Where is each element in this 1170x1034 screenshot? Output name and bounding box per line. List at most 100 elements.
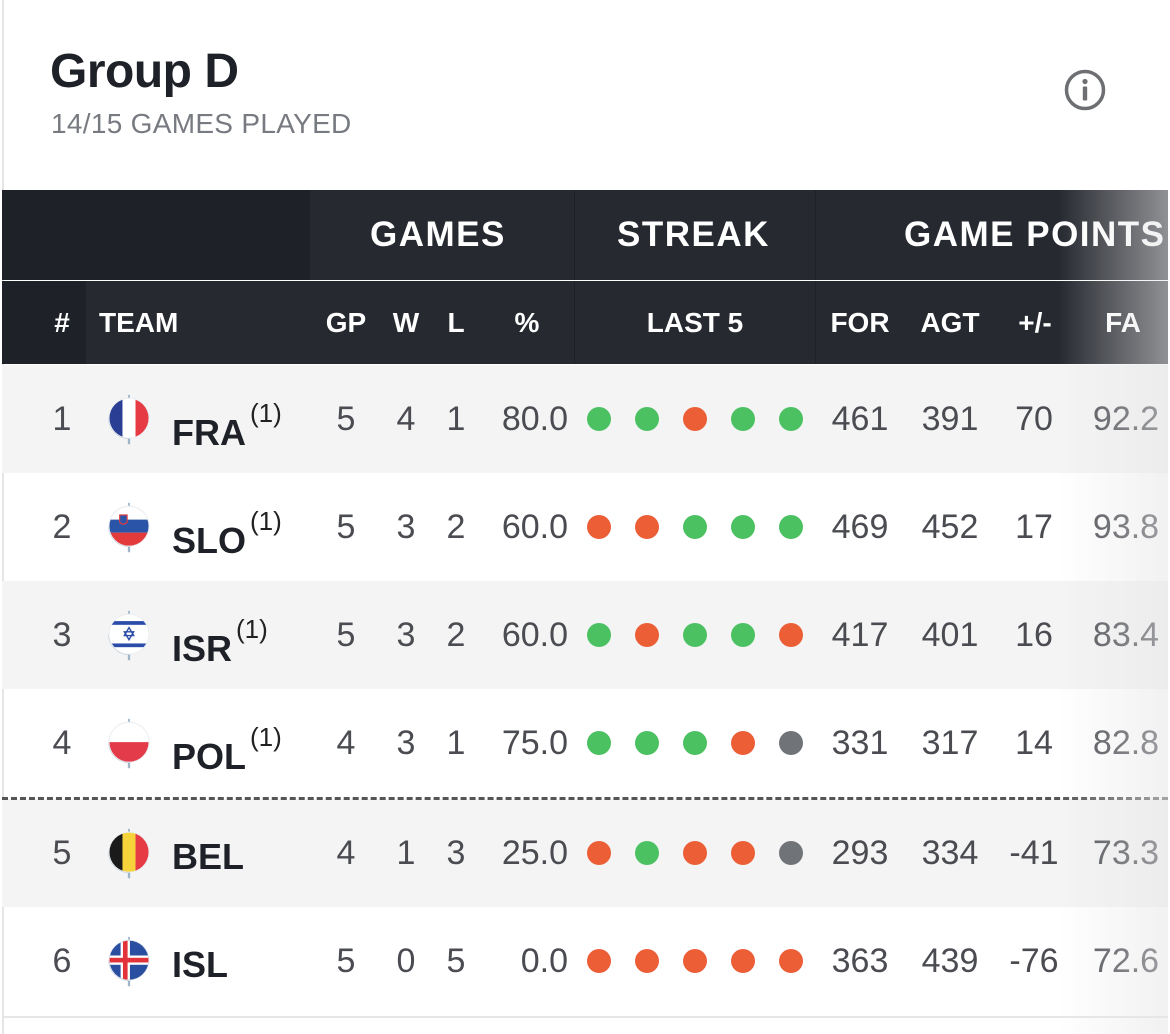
fa-cell: 83.4 bbox=[1092, 616, 1160, 654]
team-abbreviation[interactable]: ISL bbox=[172, 944, 229, 985]
streak-dot-win bbox=[731, 623, 755, 647]
games-played-subtitle: 14/15 GAMES PLAYED bbox=[51, 108, 352, 139]
points-against-cell: 439 bbox=[921, 942, 979, 980]
poland-flag-icon bbox=[108, 718, 150, 769]
team-footnote: (1) bbox=[250, 722, 282, 752]
gp-cell: 5 bbox=[336, 942, 356, 980]
team-name[interactable]: BEL bbox=[172, 799, 244, 907]
team-col-bg bbox=[86, 281, 310, 364]
win-pct-cell: 0.0 bbox=[520, 942, 568, 980]
info-icon[interactable] bbox=[1064, 69, 1106, 111]
points-for-cell: 363 bbox=[831, 942, 889, 980]
table-row[interactable]: 4 POL (1) 4 3 1 75.0 331 317 14 82.8 bbox=[2, 689, 1168, 797]
col-header-agt[interactable]: AGT bbox=[920, 307, 980, 338]
team-footnote: (1) bbox=[250, 398, 282, 428]
streak-dot-win bbox=[779, 515, 803, 539]
team-name[interactable]: ISR (1) bbox=[172, 581, 268, 689]
streak-dot-loss bbox=[635, 949, 659, 973]
games-group-bg bbox=[310, 190, 574, 280]
team-name[interactable]: SLO (1) bbox=[172, 473, 282, 581]
team-name[interactable]: FRA (1) bbox=[172, 365, 282, 473]
col-header-last5[interactable]: LAST 5 bbox=[646, 307, 744, 338]
streak-dot-win bbox=[635, 407, 659, 431]
streak-dot-loss bbox=[683, 949, 707, 973]
team-abbreviation[interactable]: ISR bbox=[172, 628, 233, 669]
team-footnote: (1) bbox=[250, 506, 282, 536]
losses-cell: 3 bbox=[446, 834, 466, 872]
losses-cell: 1 bbox=[446, 724, 466, 762]
col-header-l[interactable]: L bbox=[447, 307, 465, 338]
streak-dot-win bbox=[683, 623, 707, 647]
wins-cell: 1 bbox=[396, 834, 416, 872]
losses-cell: 5 bbox=[446, 942, 466, 980]
rank-cell: 2 bbox=[52, 508, 72, 546]
win-pct-cell: 80.0 bbox=[501, 400, 568, 438]
col-header-fa[interactable]: FA bbox=[1105, 307, 1141, 338]
streak-dot-loss bbox=[779, 949, 803, 973]
streak-dot-none bbox=[779, 841, 803, 865]
games-group-header: GAMES bbox=[370, 215, 506, 254]
gp-cell: 5 bbox=[336, 400, 356, 438]
gp-cell: 4 bbox=[336, 724, 356, 762]
points-against-cell: 391 bbox=[921, 400, 979, 438]
points-against-cell: 334 bbox=[921, 834, 979, 872]
gp-cell: 5 bbox=[336, 616, 356, 654]
streak-dot-win bbox=[683, 731, 707, 755]
rank-cell: 5 bbox=[52, 834, 72, 872]
column-header-row: # TEAM GP W L % LAST 5 FOR AGT +/- FA bbox=[2, 281, 1168, 364]
col-header-team[interactable]: TEAM bbox=[99, 307, 179, 338]
wins-cell: 3 bbox=[396, 508, 416, 546]
team-abbreviation[interactable]: SLO bbox=[172, 520, 247, 561]
points-against-cell: 452 bbox=[921, 508, 979, 546]
streak-dot-loss bbox=[731, 841, 755, 865]
col-header-w[interactable]: W bbox=[392, 307, 420, 338]
col-header-gp[interactable]: GP bbox=[325, 307, 367, 338]
streak-group-bg bbox=[575, 190, 815, 280]
fa-cell: 92.2 bbox=[1092, 400, 1160, 438]
streak-dot-win bbox=[731, 515, 755, 539]
fa-cell: 82.8 bbox=[1092, 724, 1160, 762]
streak-dot-loss bbox=[587, 515, 611, 539]
streak-dot-win bbox=[587, 407, 611, 431]
streak-dot-loss bbox=[683, 407, 707, 431]
table-row[interactable]: 6 ISL 5 0 5 0.0 363 439 -76 72.6 bbox=[2, 907, 1168, 1015]
streak-dot-loss bbox=[683, 841, 707, 865]
streak-group-header: STREAK bbox=[617, 215, 770, 254]
table-row[interactable]: 5 BEL 4 1 3 25.0 293 334 -41 73.3 bbox=[2, 799, 1168, 907]
fa-cell: 73.3 bbox=[1092, 834, 1160, 872]
points-against-cell: 317 bbox=[921, 724, 979, 762]
points-for-cell: 293 bbox=[831, 834, 889, 872]
win-pct-cell: 75.0 bbox=[501, 724, 568, 762]
team-abbreviation[interactable]: POL bbox=[172, 736, 247, 777]
table-row[interactable]: 2 SLO (1) 5 3 2 60.0 469 452 17 93.8 bbox=[2, 473, 1168, 581]
streak-dot-loss bbox=[731, 949, 755, 973]
team-name[interactable]: POL (1) bbox=[172, 689, 282, 797]
table-row[interactable]: 3 ISR (1) 5 3 2 60.0 417 401 16 83.4 bbox=[2, 581, 1168, 689]
group-title: Group D bbox=[50, 45, 239, 98]
losses-cell: 2 bbox=[446, 508, 466, 546]
col-header-diff[interactable]: +/- bbox=[1018, 307, 1052, 338]
group-header-row: GAMES STREAK GAME POINTS bbox=[2, 190, 1168, 280]
fa-cell: 72.6 bbox=[1092, 942, 1160, 980]
col-header-rank[interactable]: # bbox=[54, 307, 70, 338]
games-col-bg bbox=[310, 281, 574, 364]
col-header-for[interactable]: FOR bbox=[830, 307, 890, 338]
gp-cell: 5 bbox=[336, 508, 356, 546]
streak-dot-loss bbox=[635, 623, 659, 647]
streak-dot-win bbox=[731, 407, 755, 431]
team-name[interactable]: ISL bbox=[172, 907, 228, 1015]
team-abbreviation[interactable]: FRA bbox=[172, 412, 246, 453]
team-footnote: (1) bbox=[236, 614, 268, 644]
streak-dot-none bbox=[779, 731, 803, 755]
table-row[interactable]: 1 FRA (1) 5 4 1 80.0 461 391 70 92.2 bbox=[2, 365, 1168, 473]
rank-cell: 6 bbox=[52, 942, 72, 980]
point-diff-cell: 16 bbox=[1015, 616, 1053, 654]
rank-cell: 1 bbox=[52, 400, 72, 438]
col-header-pct[interactable]: % bbox=[514, 307, 540, 338]
streak-dot-win bbox=[587, 731, 611, 755]
point-diff-cell: 17 bbox=[1015, 508, 1053, 546]
streak-dot-win bbox=[635, 731, 659, 755]
streak-dot-loss bbox=[779, 623, 803, 647]
team-abbreviation[interactable]: BEL bbox=[172, 836, 244, 877]
streak-dot-win bbox=[683, 515, 707, 539]
